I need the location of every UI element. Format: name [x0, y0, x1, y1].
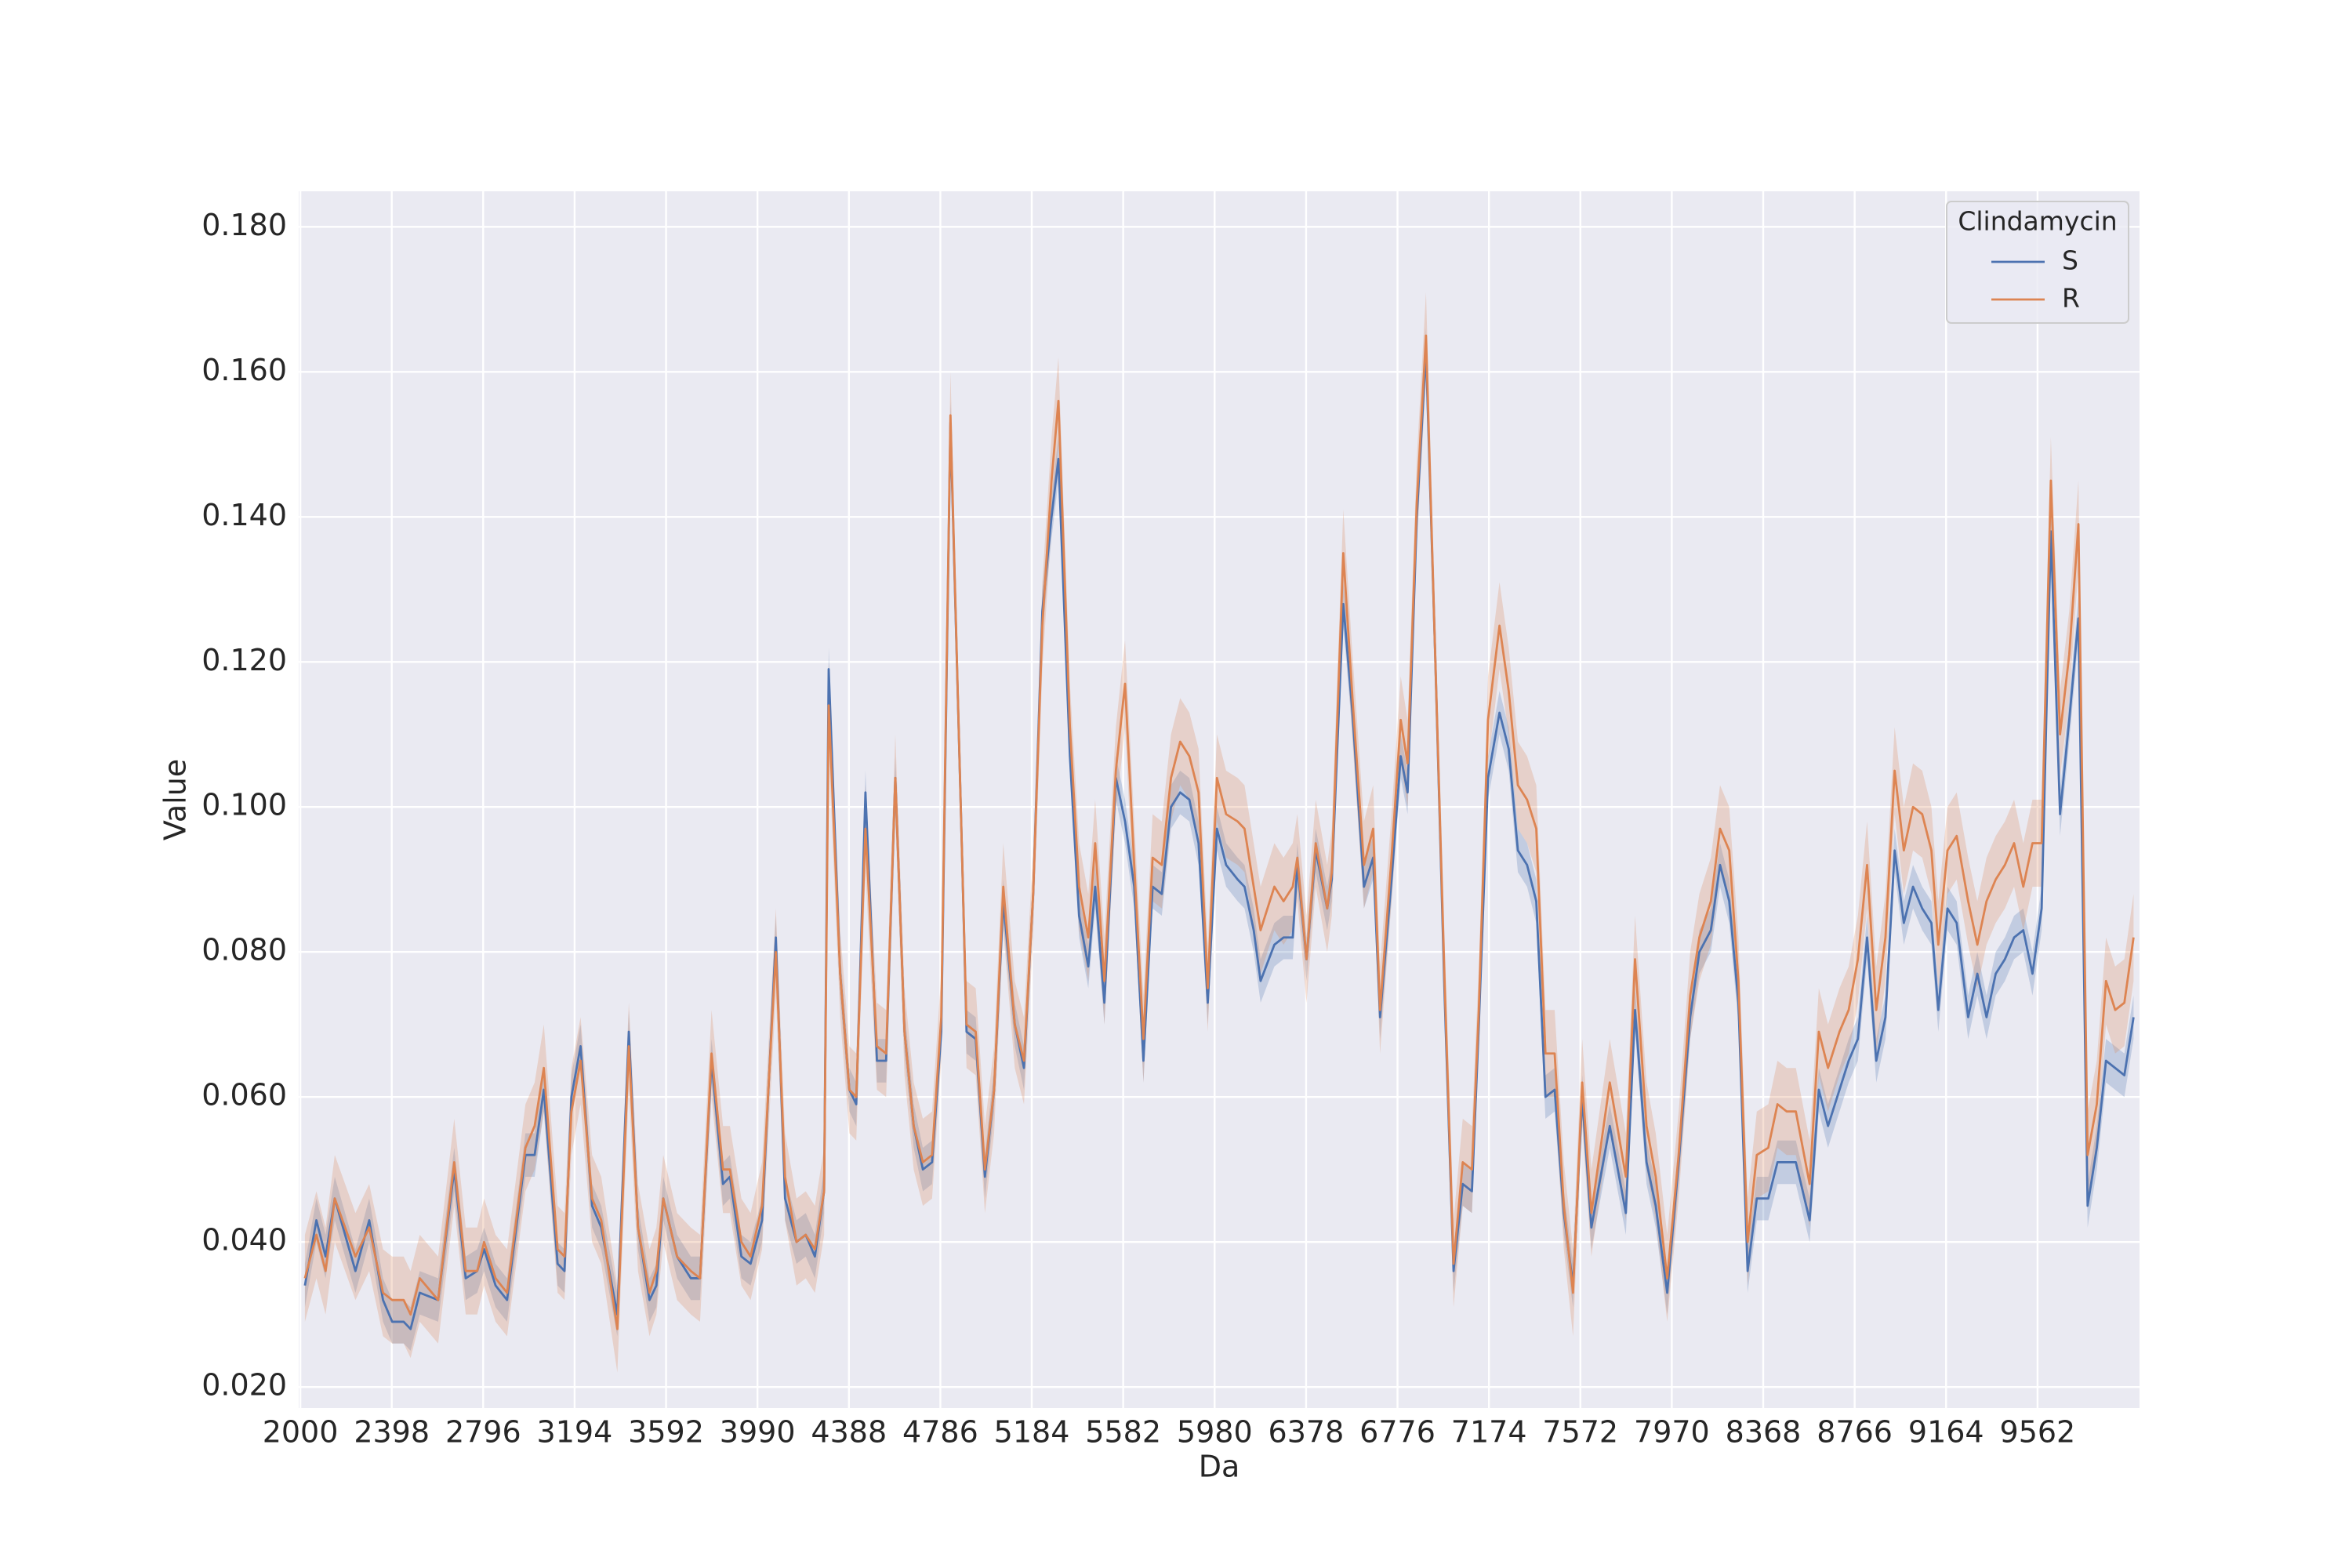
y-tick-label: 0.140	[201, 498, 287, 532]
x-tick-label: 6378	[1269, 1415, 1345, 1450]
x-tick-label: 7970	[1634, 1415, 1710, 1450]
x-tick-label: 9562	[2000, 1415, 2076, 1450]
line	[303, 349, 2135, 1330]
x-tick-label: 3592	[628, 1415, 704, 1450]
x-tick-label: 2796	[445, 1415, 521, 1450]
x-tick-label: 7174	[1451, 1415, 1527, 1450]
x-tick-label: 7572	[1542, 1415, 1618, 1450]
x-tick-label: 3990	[720, 1415, 796, 1450]
y-tick-label: 0.040	[201, 1223, 287, 1258]
y-tick-label: 0.060	[201, 1078, 287, 1112]
y-tick-label: 0.180	[201, 208, 287, 242]
x-tick-label: 3194	[537, 1415, 613, 1450]
x-tick-label: 9164	[1908, 1415, 1984, 1450]
y-tick-label: 0.160	[201, 353, 287, 387]
y-tick-label: 0.120	[201, 643, 287, 677]
line	[303, 334, 2135, 1330]
x-tick-label: 8766	[1817, 1415, 1893, 1450]
legend-label: R	[2062, 283, 2080, 314]
y-tick-label: 0.020	[201, 1368, 287, 1403]
x-tick-label: 4786	[902, 1415, 978, 1450]
y-axis-label: Value	[158, 759, 193, 840]
x-tick-label: 5980	[1177, 1415, 1253, 1450]
legend-label: S	[2062, 245, 2078, 276]
x-tick-label: 2000	[263, 1415, 339, 1450]
x-tick-label: 4388	[811, 1415, 887, 1450]
x-tick-label: 5184	[994, 1415, 1070, 1450]
x-tick-label: 5582	[1085, 1415, 1161, 1450]
legend-title: Clindamycin	[1958, 206, 2117, 237]
x-tick-label: 6776	[1359, 1415, 1436, 1450]
x-axis-label: Da	[1199, 1450, 1240, 1484]
y-tick-label: 0.080	[201, 933, 287, 967]
x-tick-label: 8368	[1726, 1415, 1802, 1450]
plot-area	[299, 191, 2140, 1408]
x-tick-label: 2398	[354, 1415, 430, 1450]
y-tick-label: 0.100	[201, 788, 287, 822]
